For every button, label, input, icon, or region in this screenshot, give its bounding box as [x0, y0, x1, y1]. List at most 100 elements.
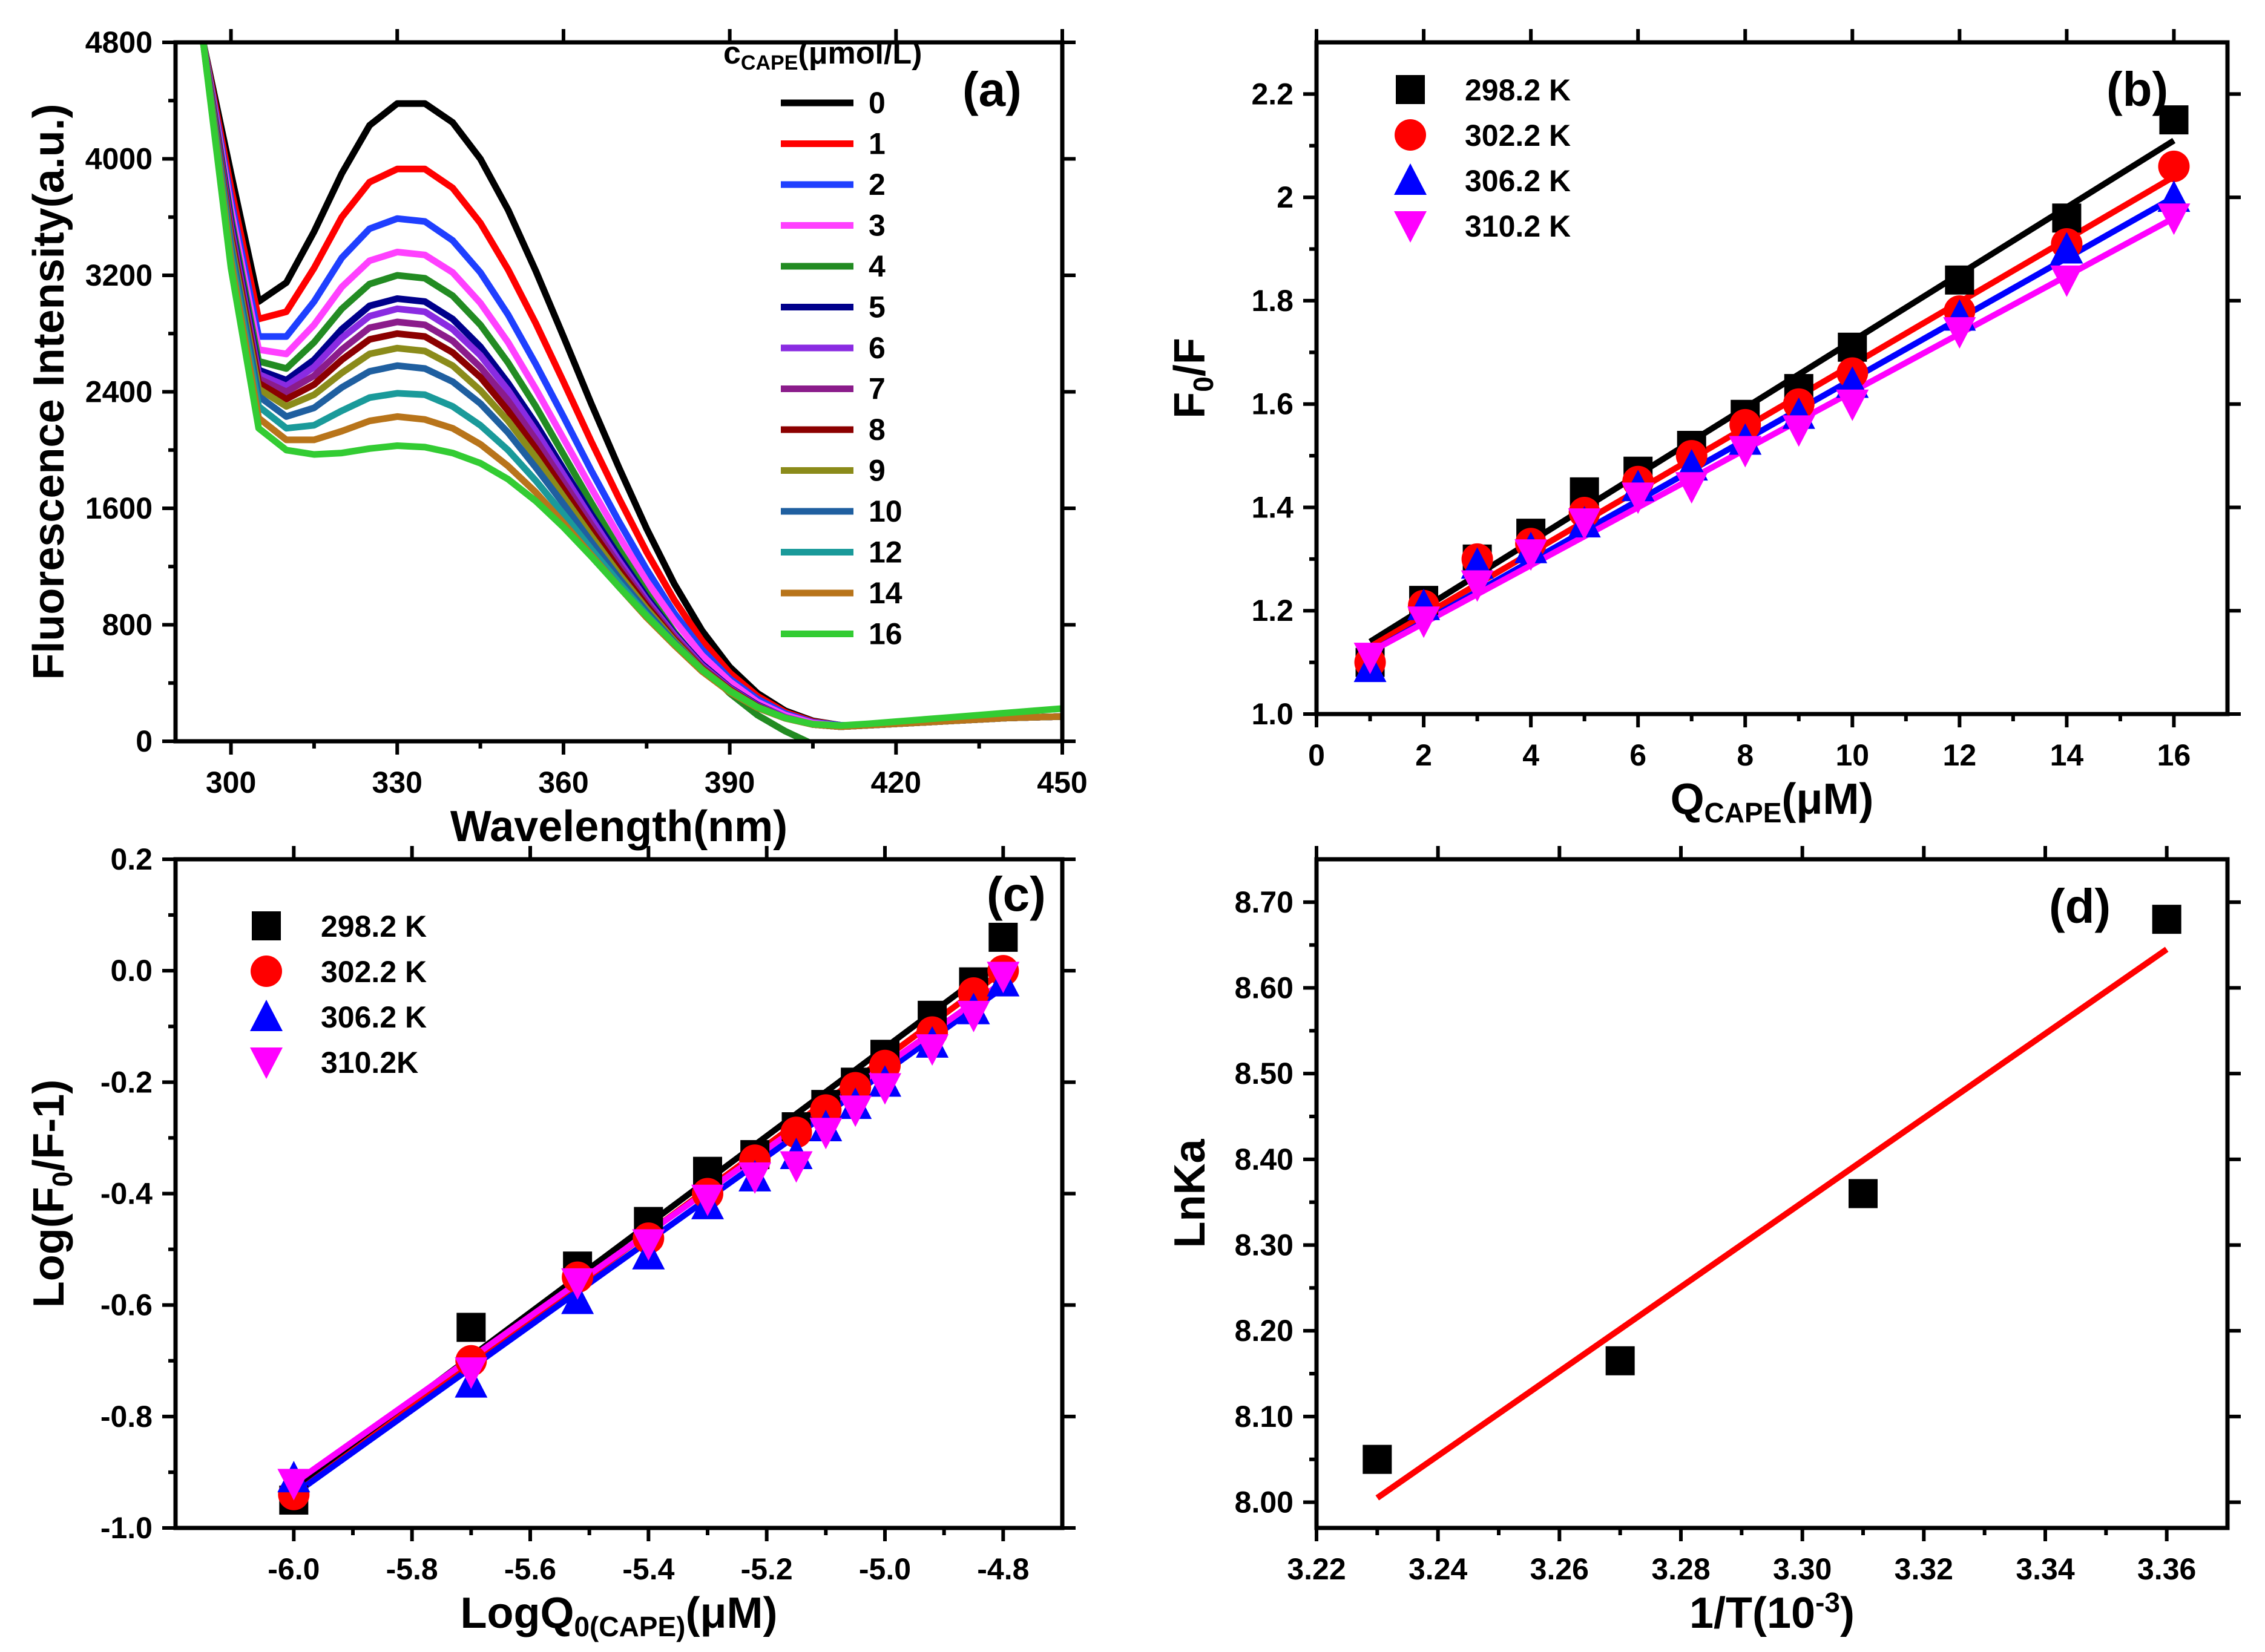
- legend-label: 12: [869, 536, 902, 569]
- x-tick-label: 6: [1629, 738, 1646, 772]
- plot-area: [277, 922, 1020, 1515]
- data-point: [632, 1229, 665, 1261]
- y-tick-label: 8.70: [1235, 885, 1294, 919]
- legend: 298.2 K 302.2 K 306.2 K 310.2 K: [1394, 73, 1571, 243]
- y-tick-label: 8.10: [1235, 1400, 1294, 1434]
- data-point: [1353, 643, 1387, 675]
- plot-area: [1363, 905, 2181, 1501]
- x-tick-label: 390: [705, 765, 755, 799]
- x-tick-label: -5.2: [741, 1552, 793, 1586]
- y-tick-label: -0.8: [100, 1400, 153, 1434]
- data-point: [916, 1034, 949, 1066]
- y-axis-title: Fluorescence Intensity(a.u.): [25, 103, 73, 680]
- legend-label: 4: [869, 249, 886, 283]
- legend-label: 1: [869, 127, 886, 161]
- fit-line-310.2K: [1369, 215, 2175, 655]
- y-tick-label: 0.0: [110, 954, 153, 988]
- y-tick-label: 2.2: [1251, 77, 1294, 111]
- x-tick-label: 3.22: [1287, 1552, 1346, 1586]
- y-tick-label: 1.8: [1251, 284, 1294, 318]
- data-point: [1622, 482, 1655, 514]
- data-point: [277, 1469, 311, 1501]
- data-point: [2052, 203, 2082, 233]
- x-axis-title: QCAPE(μM): [1671, 775, 1874, 828]
- x-tick-label: 300: [206, 765, 256, 799]
- data-point: [988, 922, 1018, 952]
- x-tick-label: -5.0: [859, 1552, 911, 1586]
- panel-label: (b): [2106, 62, 2168, 116]
- data-point: [987, 962, 1020, 994]
- y-axis-title: LnKa: [1166, 1139, 1214, 1248]
- data-point: [1945, 265, 1974, 295]
- y-tick-label: 800: [102, 608, 153, 642]
- plot-area: [199, 42, 1062, 741]
- plot-frame: [1314, 40, 2230, 716]
- legend-marker: [1394, 211, 1427, 243]
- legend: 298.2 K 302.2 K 306.2 K 310.2K: [250, 910, 427, 1080]
- x-tick-label: 330: [372, 765, 422, 799]
- data-point: [738, 1162, 772, 1194]
- y-tick-label: 8.00: [1235, 1486, 1294, 1519]
- data-point: [2157, 203, 2191, 235]
- y-tick-label: 0: [136, 724, 153, 758]
- legend-label: 302.2 K: [321, 955, 427, 989]
- legend-label: 298.2 K: [1465, 73, 1571, 107]
- panel-a: 300 330 360 390 420 4500800160024003200400048…: [25, 25, 1088, 851]
- data-point: [809, 1118, 843, 1150]
- x-tick-label: 3.34: [2016, 1552, 2075, 1586]
- panel-b: 0 2 4 6 8 10 12 14 16 1.0 1.2 1.4 1.6 1.8 2 2.2 (b) QCAPE…: [1166, 29, 2241, 828]
- legend-label: 7: [869, 372, 886, 406]
- legend-label: 2: [869, 168, 886, 202]
- legend-marker: [251, 955, 282, 987]
- legend-label: 16: [869, 617, 902, 651]
- data-point: [869, 1073, 901, 1105]
- data-point: [1838, 332, 1867, 362]
- legend-label: 5: [869, 290, 886, 324]
- legend-label: 10: [869, 494, 902, 528]
- data-point: [2050, 232, 2083, 264]
- data-point: [1849, 1179, 1878, 1208]
- y-tick-label: 8.40: [1235, 1142, 1294, 1176]
- panel-c: -6.0 -5.8 -5.6 -5.4 -5.2 -5.0 -4.8 -1.0 -0.8 -0.6…: [25, 842, 1076, 1642]
- legend-label: 14: [869, 576, 902, 610]
- plot-frame: [1314, 857, 2230, 1530]
- legend-marker: [1395, 119, 1426, 151]
- data-point: [2050, 265, 2083, 297]
- x-tick-label: 4: [1522, 738, 1539, 772]
- legend-marker: [252, 911, 281, 940]
- data-point: [1943, 317, 1976, 349]
- y-tick-label: 3200: [85, 258, 153, 292]
- y-tick-label: 1600: [85, 491, 153, 525]
- data-point: [1729, 436, 1762, 468]
- fit-line-298.2K: [1368, 137, 2176, 644]
- x-tick-label: -5.6: [504, 1552, 556, 1586]
- x-tick-label: -5.8: [386, 1552, 438, 1586]
- plot-frame: [173, 40, 1065, 744]
- y-tick-label: 8.50: [1235, 1057, 1294, 1090]
- series-line-4: [199, 42, 815, 741]
- data-point: [1605, 1346, 1635, 1375]
- data-point: [1363, 1444, 1392, 1474]
- data-point: [2158, 150, 2190, 182]
- plot-frame: [173, 857, 1065, 1530]
- x-tick-label: 3.24: [1409, 1552, 1468, 1586]
- data-point: [1836, 389, 1869, 421]
- x-tick-label: 14: [2050, 738, 2084, 772]
- legend-label: 306.2 K: [321, 1000, 427, 1034]
- fit-line-LnKa: [1375, 946, 2169, 1501]
- legend-label: 3: [869, 209, 886, 243]
- legend-label: 0: [869, 86, 886, 120]
- x-tick-label: 3.30: [1773, 1552, 1832, 1586]
- y-tick-label: -1.0: [100, 1511, 153, 1545]
- data-point: [456, 1313, 486, 1342]
- plot-area: [1353, 105, 2191, 683]
- x-tick-label: -4.8: [977, 1552, 1029, 1586]
- data-point: [455, 1357, 488, 1389]
- data-point: [1461, 570, 1494, 602]
- fit-line-302.2K: [1369, 174, 2175, 650]
- data-point: [957, 1000, 990, 1032]
- y-tick-label: 0.2: [110, 842, 153, 876]
- legend-label: 9: [869, 454, 886, 488]
